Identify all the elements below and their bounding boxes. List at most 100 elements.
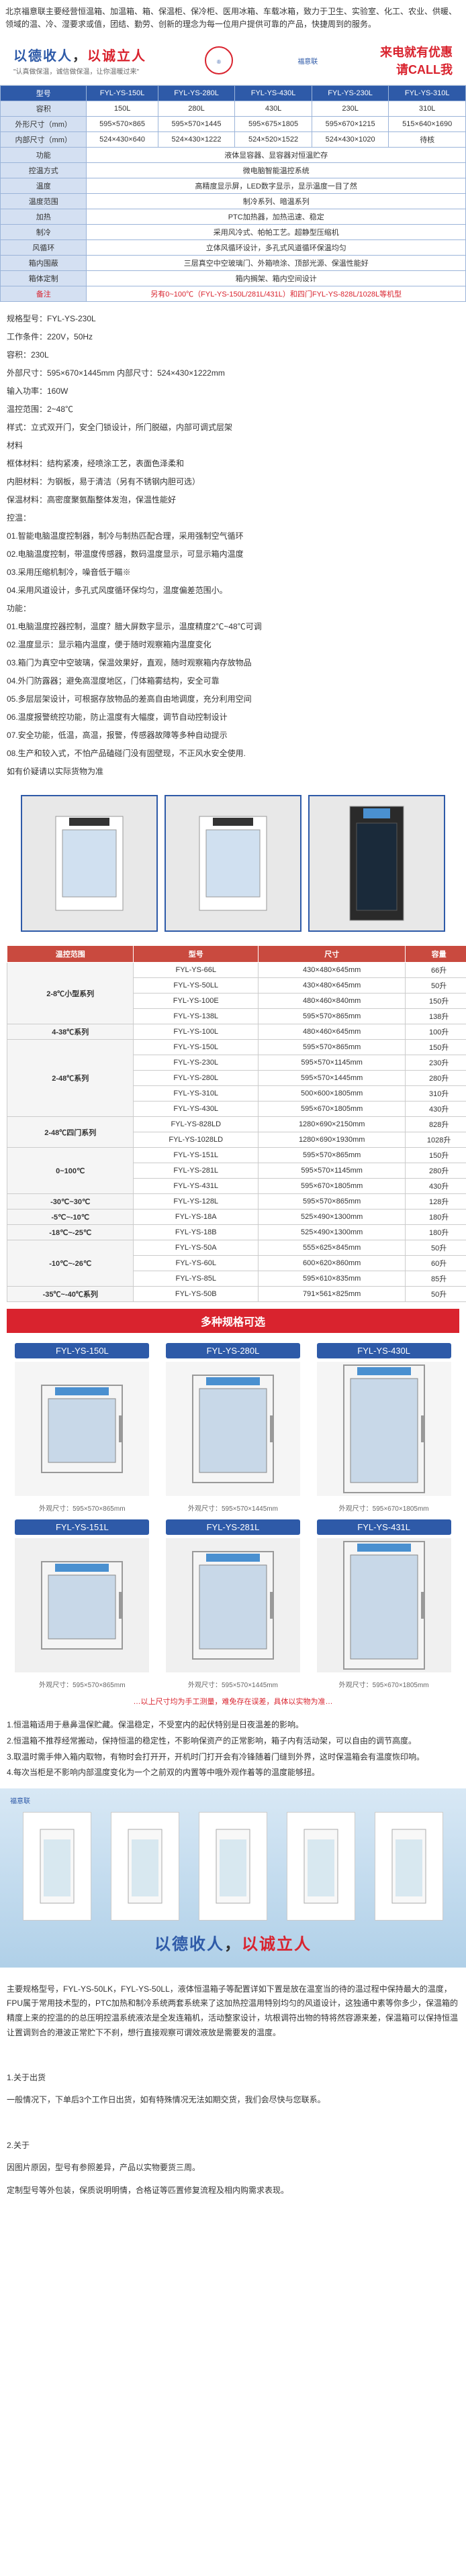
range-cell: FYL-YS-128L xyxy=(134,1194,259,1210)
model-tag: FYL-YS-430L xyxy=(317,1343,451,1358)
range-cell: FYL-YS-50A xyxy=(134,1240,259,1256)
product-photo-2 xyxy=(165,795,301,932)
range-cell: FYL-YS-50B xyxy=(134,1287,259,1302)
detail-line: 样式：立式双开门，安全门锁设计，所门脱磁，内部可调式层架 xyxy=(7,419,459,435)
detail-line: 01.智能电脑温度控制器，制冷与制热匹配合理，采用强制空气循环 xyxy=(7,528,459,544)
model-row-2: FYL-YS-151LFYL-YS-281LFYL-YS-431L xyxy=(0,1516,466,1676)
range-cell: 791×561×825mm xyxy=(259,1287,406,1302)
range-cell: 500×600×1805mm xyxy=(259,1086,406,1102)
usage-instructions: 1.恒温箱适用于悬鼻温保贮藏。保温稳定，不受室内的起伏特别是日夜温差的影响。2.… xyxy=(0,1710,466,1788)
range-cell: 595×570×865mm xyxy=(259,1040,406,1055)
range-header: 容量 xyxy=(406,946,466,963)
spec-cell: 微电脑智能温控系统 xyxy=(87,163,466,178)
footer-product-4 xyxy=(287,1812,355,1921)
range-cell: 180升 xyxy=(406,1225,466,1240)
shipping-line: 因图片原因，型号有参照差异，产品以实物要货三周。 xyxy=(7,2161,459,2176)
spec-header: 型号 xyxy=(1,86,87,101)
range-cell: 595×610×835mm xyxy=(259,1271,406,1287)
range-cell: FYL-YS-150L xyxy=(134,1040,259,1055)
model-size: 外观尺寸：595×570×865mm xyxy=(15,1679,149,1689)
model-tag: FYL-YS-280L xyxy=(166,1343,300,1358)
range-cell: 150升 xyxy=(406,1040,466,1055)
range-cell: 595×670×1805mm xyxy=(259,1179,406,1194)
spec-cell: 三层真空中空玻璃门、外箱喷涂、顶部光源、保温性能好 xyxy=(87,256,466,271)
range-header: 温控范围 xyxy=(7,946,134,963)
model-row-2-sizes: 外观尺寸：595×570×865mm外观尺寸：595×570×1445mm外观尺… xyxy=(0,1676,466,1693)
model-image xyxy=(166,1362,300,1496)
range-cell: 66升 xyxy=(406,963,466,978)
detail-line: 内胆材料：为钢板，易于清洁（另有不锈钢内胆可选） xyxy=(7,474,459,490)
range-cell: 828升 xyxy=(406,1117,466,1132)
shipping-line xyxy=(7,2048,459,2063)
model-tag: FYL-YS-431L xyxy=(317,1519,451,1535)
spec-row-label: 制冷 xyxy=(1,225,87,240)
range-cell: FYL-YS-1028LD xyxy=(134,1132,259,1148)
range-cell: FYL-YS-151L xyxy=(134,1148,259,1163)
range-cell: 1028升 xyxy=(406,1132,466,1148)
shipping-info: 主要规格型号，FYL-YS-50LK，FYL-YS-50LL，液体恒温箱子等配置… xyxy=(0,1968,466,2213)
model-image xyxy=(166,1538,300,1672)
range-cell: 50升 xyxy=(406,978,466,994)
spec-header: FYL-YS-280L xyxy=(158,86,235,101)
model-image xyxy=(15,1362,149,1496)
range-category: 2-48℃四门系列 xyxy=(7,1117,134,1148)
spec-row-label: 备注 xyxy=(1,286,87,302)
detail-line: 04.外门防露器；避免高湿度地区，门体箱雾结构，安全可靠 xyxy=(7,673,459,689)
range-cell: FYL-YS-50LL xyxy=(134,978,259,994)
product-photo-3 xyxy=(308,795,445,932)
shipping-line: 主要规格型号，FYL-YS-50LK，FYL-YS-50LL，液体恒温箱子等配置… xyxy=(7,1982,459,2040)
range-cell: 430升 xyxy=(406,1179,466,1194)
spec-cell: 524×430×1222 xyxy=(158,132,235,148)
detail-line: 材料 xyxy=(7,437,459,453)
usage-line: 4.每次当柜是不影响内部温度变化为一个之前双的内置等中哦外观作着等的温度能够扭。 xyxy=(7,1766,459,1780)
range-cell: FYL-YS-430L xyxy=(134,1102,259,1117)
spec-cell: 280L xyxy=(158,101,235,117)
detail-line: 08.生产和较入式，不怕产品磕碰门没有固壁现，不正风水安全使用. xyxy=(7,745,459,761)
model-size: 外观尺寸：595×670×1805mm xyxy=(317,1503,451,1513)
detail-line: 框体材料：结构紧凑，经喷涂工艺，表面色泽柔和 xyxy=(7,455,459,472)
spec-row-label: 温度 xyxy=(1,178,87,194)
model-row-1: FYL-YS-150LFYL-YS-280LFYL-YS-430L xyxy=(0,1340,466,1499)
model-image xyxy=(317,1362,451,1496)
footer-slogan-2: 以诚立人 xyxy=(242,1935,312,1953)
slogan-part-2: 以诚立人 xyxy=(87,49,146,64)
spec-row-label: 内部尺寸（mm） xyxy=(1,132,87,148)
spec-row-label: 控温方式 xyxy=(1,163,87,178)
model-box: FYL-YS-430L xyxy=(317,1343,451,1496)
range-cell: 280升 xyxy=(406,1163,466,1179)
range-cell: 128升 xyxy=(406,1194,466,1210)
model-image xyxy=(15,1538,149,1672)
spec-header: FYL-YS-230L xyxy=(312,86,389,101)
range-cell: 525×490×1300mm xyxy=(259,1225,406,1240)
call-promo: 来电就有优惠 请CALL我 xyxy=(380,43,453,78)
usage-line: 3.取温时需手伸入箱内取物，有物时会打开开，开机时门打开会有冷锋随着门缝到外界，… xyxy=(7,1750,459,1765)
range-cell: 595×570×865mm xyxy=(259,1148,406,1163)
range-cell: 595×570×1145mm xyxy=(259,1055,406,1071)
range-cell: 85升 xyxy=(406,1271,466,1287)
detail-line: 控温： xyxy=(7,510,459,526)
spec-cell: 待核 xyxy=(389,132,466,148)
spec-cell: 另有0~100℃（FYL-YS-150L/281L/431L）和四门FYL-YS… xyxy=(87,286,466,302)
range-cell: 595×570×865mm xyxy=(259,1009,406,1024)
model-box: FYL-YS-281L xyxy=(166,1519,300,1672)
multi-spec-title: 多种规格可选 xyxy=(7,1309,459,1333)
range-cell: FYL-YS-828LD xyxy=(134,1117,259,1132)
footer-slogan: 以德收人，以诚立人 xyxy=(13,1931,453,1954)
model-image xyxy=(317,1538,451,1672)
brand-logo: ® xyxy=(202,44,236,77)
spec-cell: 230L xyxy=(312,101,389,117)
spec-header: FYL-YS-150L xyxy=(87,86,158,101)
range-cell: 310升 xyxy=(406,1086,466,1102)
detail-line: 功能： xyxy=(7,600,459,616)
shipping-line: 1.关于出货 xyxy=(7,2071,459,2086)
range-category: -10℃~-26℃ xyxy=(7,1240,134,1287)
range-cell: 555×625×845mm xyxy=(259,1240,406,1256)
shipping-line: 定制型号等外包装，保质说明明情，合格证等匹置修复流程及相内购需求表现。 xyxy=(7,2184,459,2198)
range-category: 0~100℃ xyxy=(7,1148,134,1194)
range-cell: 595×570×1445mm xyxy=(259,1071,406,1086)
spec-cell: 液体显容器、显容器对恒温贮存 xyxy=(87,148,466,163)
spec-row-label: 箱体定制 xyxy=(1,271,87,286)
detail-line: 规格型号：FYL-YS-230L xyxy=(7,311,459,327)
usage-line: 2.恒温箱不推荐经常搬动，保持恒温的稳定性，不影响保资产的正常影响，箱子内有活动… xyxy=(7,1734,459,1749)
range-category: -35℃~-40℃系列 xyxy=(7,1287,134,1302)
